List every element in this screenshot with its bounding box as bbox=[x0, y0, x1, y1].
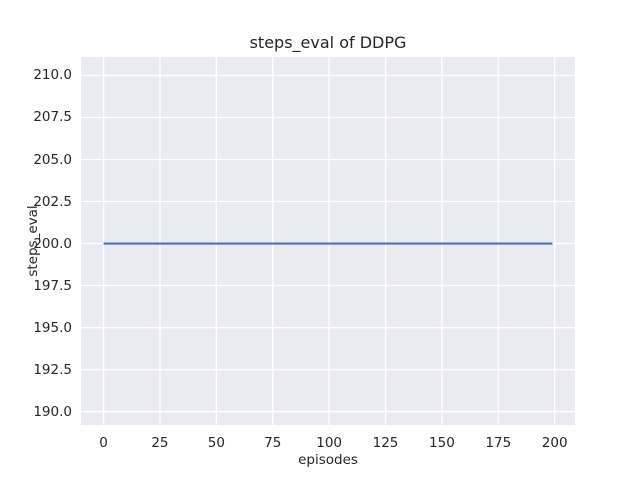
chart-svg bbox=[81, 57, 575, 425]
x-tick-label: 0 bbox=[99, 435, 108, 451]
y-tick-label: 202.5 bbox=[33, 193, 72, 210]
x-tick-label: 75 bbox=[264, 435, 282, 451]
x-tick-label: 50 bbox=[207, 435, 225, 451]
y-tick-label: 200.0 bbox=[33, 235, 72, 252]
x-tick-label: 150 bbox=[429, 435, 455, 451]
y-tick-label: 207.5 bbox=[33, 109, 72, 126]
y-tick-label: 192.5 bbox=[33, 361, 72, 378]
x-tick-label: 25 bbox=[151, 435, 169, 451]
y-tick-label: 210.0 bbox=[33, 67, 72, 84]
x-tick-label: 125 bbox=[372, 435, 399, 451]
chart-title: steps_eval of DDPG bbox=[249, 33, 407, 52]
x-tick-label: 175 bbox=[485, 435, 512, 451]
x-axis-label: episodes bbox=[298, 452, 358, 468]
x-tick-label: 100 bbox=[316, 435, 343, 451]
x-tick-label: 200 bbox=[541, 435, 568, 451]
y-tick-label: 205.0 bbox=[33, 151, 72, 168]
y-tick-label: 190.0 bbox=[33, 403, 72, 420]
y-tick-label: 195.0 bbox=[33, 319, 72, 336]
plot-area bbox=[81, 57, 575, 425]
y-tick-label: 197.5 bbox=[33, 277, 72, 294]
